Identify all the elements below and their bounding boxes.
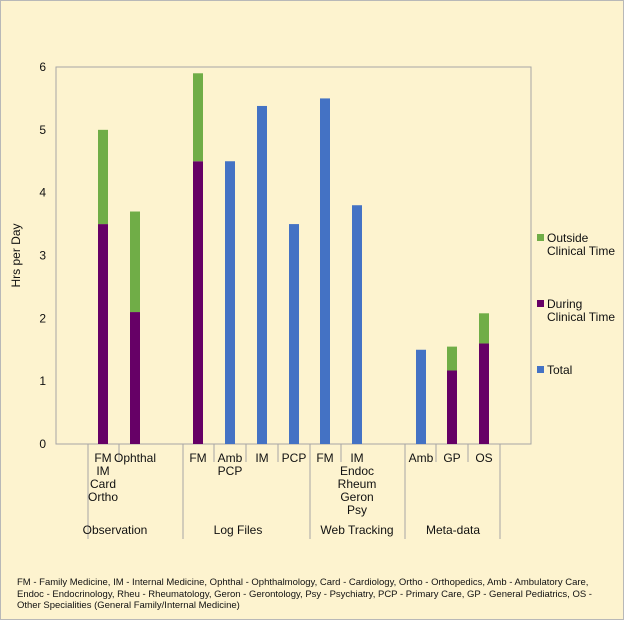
category-label: FM [316, 451, 333, 465]
category-label: OS [475, 451, 492, 465]
legend-label: Outside [547, 231, 589, 245]
category-label: Endoc [340, 464, 374, 478]
bar-total [320, 98, 330, 445]
category-label: Amb [409, 451, 434, 465]
legend-swatch [537, 366, 544, 373]
legend-swatch [537, 300, 544, 307]
footnote: FM - Family Medicine, IM - Internal Medi… [17, 577, 592, 611]
bar-total [416, 349, 426, 444]
category-label: FM [94, 451, 111, 465]
group-label: Observation [83, 523, 148, 537]
y-tick-label: 6 [39, 60, 46, 74]
y-tick-label: 2 [39, 311, 46, 325]
category-label: PCP [282, 451, 307, 465]
legend-label: Clinical Time [547, 310, 615, 324]
bar-during [193, 161, 203, 444]
category-label: IM [350, 451, 363, 465]
category-label: Amb [218, 451, 243, 465]
bar-outside [193, 73, 203, 162]
bar-during [479, 343, 489, 444]
category-label: PCP [218, 464, 243, 478]
category-label: IM [96, 464, 109, 478]
y-tick-label: 3 [39, 249, 46, 263]
bar-outside [130, 211, 140, 313]
bar-total [352, 205, 362, 444]
category-label: Geron [340, 490, 373, 504]
bar-during [130, 312, 140, 444]
category-label: IM [255, 451, 268, 465]
y-tick-label: 5 [39, 123, 46, 137]
bar-outside [479, 313, 489, 344]
bar-outside [447, 346, 457, 371]
bar-outside [98, 129, 108, 225]
legend-label: Clinical Time [547, 244, 615, 258]
y-tick-label: 1 [39, 374, 46, 388]
category-label: Card [90, 477, 116, 491]
category-label: FM [189, 451, 206, 465]
legend-label: Total [547, 363, 572, 377]
category-label: GP [443, 451, 460, 465]
category-label: Ophthal [114, 451, 156, 465]
bar-during [447, 370, 457, 444]
bar-total [225, 161, 235, 444]
y-axis-label: Hrs per Day [9, 223, 23, 287]
bar-during [98, 224, 108, 444]
category-label: Psy [347, 503, 367, 517]
category-label: Ortho [88, 490, 118, 504]
group-label: Web Tracking [320, 523, 393, 537]
group-label: Log Files [214, 523, 263, 537]
bar-total [257, 105, 267, 444]
category-label: Rheum [338, 477, 377, 491]
y-tick-label: 4 [39, 186, 46, 200]
legend-swatch [537, 234, 544, 241]
y-tick-label: 0 [39, 437, 46, 451]
group-label: Meta-data [426, 523, 480, 537]
bar-total [289, 224, 299, 444]
legend-label: During [547, 297, 582, 311]
